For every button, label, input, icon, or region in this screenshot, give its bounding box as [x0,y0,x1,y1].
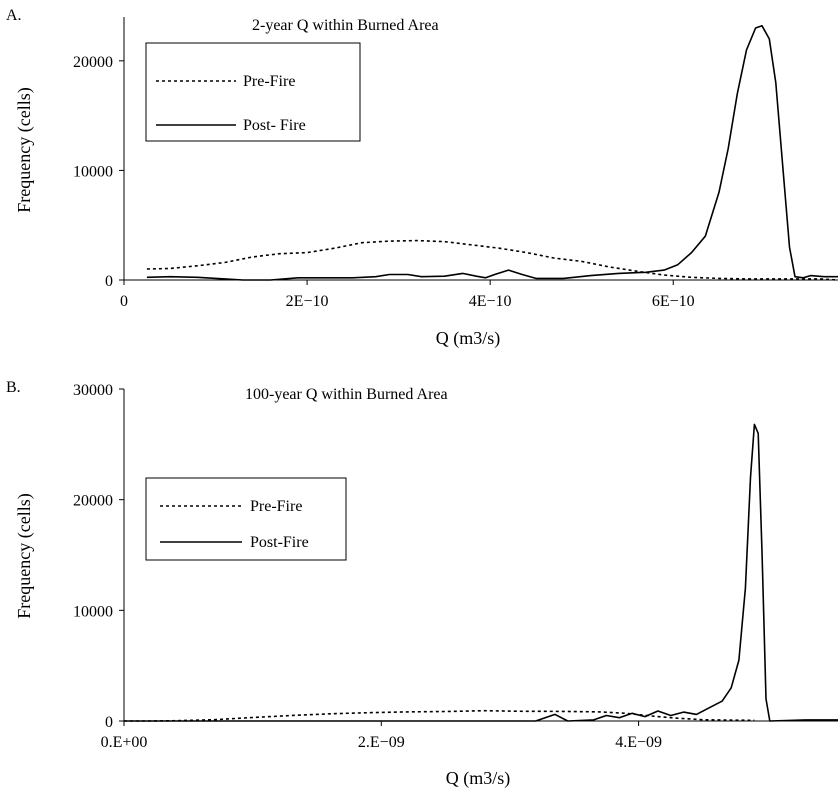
panel-b-y-axis-label: Frequency (cells) [14,493,35,618]
panel-b-y-tick-label: 10000 [73,603,113,620]
legend-post-fire-label: Post-Fire [250,534,309,551]
panel-b-legend: Pre-Fire Post-Fire [145,477,347,561]
panel-a-y-tick-label: 10000 [73,163,113,180]
panel-a-y-tick-label: 0 [105,273,113,290]
panel-b-series-pre-fire-line [124,709,755,722]
panel-a-y-tick-label: 20000 [73,54,113,71]
panel-a-series-pre-fire-line [146,239,838,281]
panel-b-x-tick-label: 0.E+00 [101,734,148,751]
panel-a-x-tick-label: 2E−10 [286,293,329,310]
legend-pre-fire-label: Pre-Fire [250,498,302,515]
panel-a-y-axis-label: Frequency (cells) [14,87,35,212]
panel-a-x-tick-label: 6E−10 [652,293,695,310]
panel-b-legend-box [145,477,347,561]
panel-a-x-tick-label: 0 [120,293,128,310]
panel-b-series-post-fire-line [124,423,838,722]
panel-b-x-tick-label: 2.E−09 [358,734,405,751]
panel-b-ticks: 0.E+00 2.E−09 4.E−09 0 10000 20000 30000 [73,382,662,751]
panel-a-legend: Pre-Fire Post- Fire [145,42,361,142]
panel-b-series [124,423,838,722]
panel-a-title: 2-year Q within Burned Area [252,17,439,34]
panel-b-label: B. [6,379,21,396]
panel-a: A. 2-year Q within Burned Area Frequency… [6,7,838,349]
panel-a-x-axis-label: Q (m3/s) [436,328,501,349]
panel-b-title: 100-year Q within Burned Area [245,386,448,403]
legend-post-fire-label: Post- Fire [243,117,306,134]
panel-a-series-post-fire-line [146,25,838,281]
legend-pre-fire-label: Pre-Fire [243,73,295,90]
panel-a-series [146,25,838,281]
panel-b-y-tick-label: 30000 [73,382,113,399]
panel-b-x-axis-label: Q (m3/s) [446,768,511,789]
panel-a-label: A. [6,7,22,24]
panel-b-y-tick-label: 0 [105,714,113,731]
panel-a-ticks: 0 2E−10 4E−10 6E−10 0 10000 20000 [73,54,695,310]
panel-a-x-tick-label: 4E−10 [469,293,512,310]
panel-b-x-tick-label: 4.E−09 [615,734,662,751]
panel-b: B. 100-year Q within Burned Area Frequen… [6,379,838,789]
panel-b-y-tick-label: 20000 [73,493,113,510]
